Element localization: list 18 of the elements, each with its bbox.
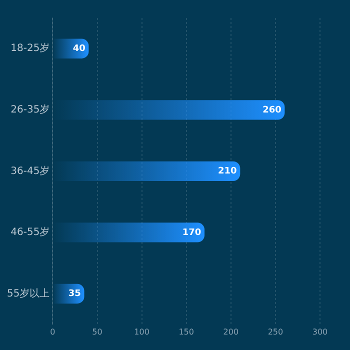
y-tick-label: 18-25岁 — [10, 42, 50, 54]
x-tick-label: 300 — [312, 327, 328, 336]
x-tick-label: 150 — [178, 327, 194, 336]
y-tick-label: 26-35岁 — [10, 104, 50, 116]
bar — [52, 38, 89, 58]
x-tick-label: 200 — [223, 327, 239, 336]
data-label: 170 — [182, 228, 202, 238]
y-tick-label: 55岁以上 — [6, 287, 50, 300]
x-tick-label: 250 — [268, 327, 284, 336]
x-tick-label: 100 — [134, 327, 150, 336]
y-tick-label: 46-55岁 — [10, 226, 50, 238]
x-tick-label: 50 — [92, 327, 102, 336]
data-label: 260 — [262, 105, 282, 116]
y-tick-label: 36-45岁 — [10, 164, 50, 177]
data-label: 40 — [72, 44, 86, 54]
data-label: 35 — [68, 289, 81, 300]
data-label: 210 — [218, 166, 237, 177]
x-tick-label: 0 — [50, 327, 56, 336]
